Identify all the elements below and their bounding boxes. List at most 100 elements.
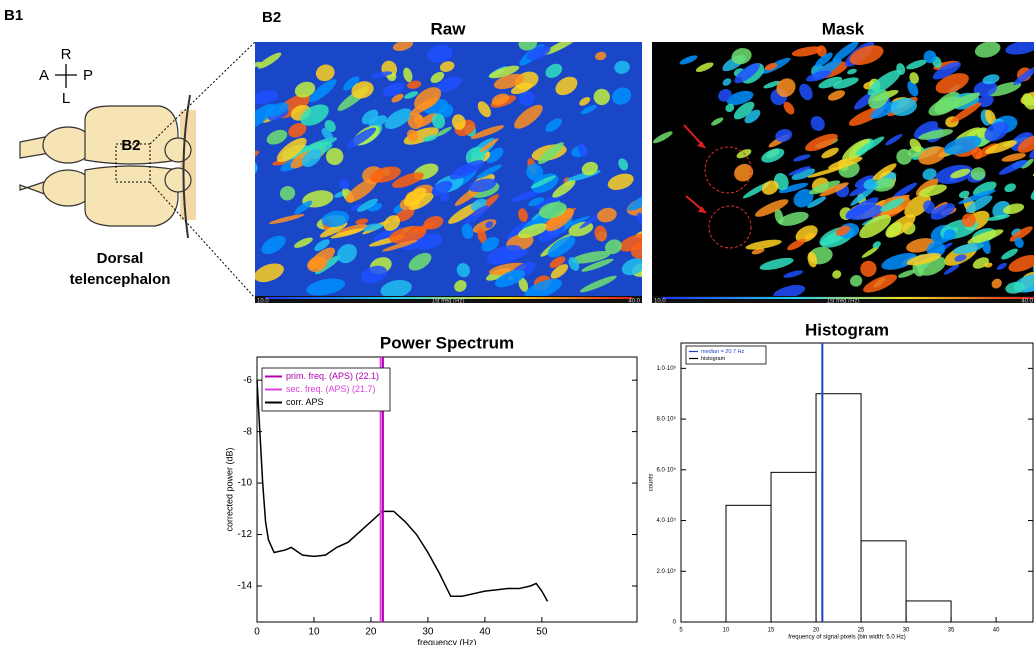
texture-blob (759, 257, 794, 271)
texture-blob (423, 216, 444, 230)
histogram-bar (905, 600, 952, 623)
orient-l: L (62, 90, 70, 107)
orient-r: R (61, 46, 72, 63)
texture-blob (581, 258, 614, 272)
texture-blob (257, 52, 282, 69)
texture-blob (530, 175, 556, 189)
colorbar-bg (255, 296, 642, 303)
y-tick-label: -12 (238, 529, 253, 540)
texture-blob (950, 168, 971, 179)
texture-blob (695, 62, 714, 73)
x-axis-label: frequency of signal pixels (bin width: 5… (788, 635, 905, 641)
texture-blob (763, 80, 781, 89)
x-tick-label: 30 (903, 628, 910, 634)
texture-blob (1013, 65, 1034, 86)
texture-blob (255, 263, 284, 283)
orient-p: P (83, 67, 93, 84)
texture-blob (215, 46, 249, 78)
y-tick-label: 4.0·10⁵ (657, 517, 677, 524)
texture-blob (180, 48, 214, 73)
texture-blob (859, 214, 892, 239)
texture-blob (849, 45, 884, 66)
texture-blob (764, 62, 778, 71)
texture-blob (408, 252, 432, 271)
texture-blob (909, 72, 919, 84)
legend-label: prim. freq. (APS) (22.1) (286, 371, 379, 381)
legend-label: median = 20.7 Hz (701, 349, 745, 355)
texture-blob (621, 258, 642, 276)
texture-blob (821, 147, 839, 159)
texture-blob (538, 142, 564, 165)
annotations (683, 124, 752, 249)
texture-blob (518, 208, 528, 222)
texture-blob (524, 279, 563, 296)
texture-blob (514, 104, 543, 129)
texture-blob (783, 270, 804, 278)
texture-blob (343, 76, 360, 91)
texture-blob (984, 121, 1009, 142)
x-tick-label: 25 (858, 628, 865, 634)
brain-drawing (19, 94, 196, 239)
texture-blob (711, 117, 724, 126)
texture-blob (652, 131, 673, 144)
texture-blob (918, 184, 947, 197)
texture-blob (731, 48, 752, 65)
texture-blob (430, 71, 445, 84)
texture-blob (885, 134, 903, 146)
histogram-bar (815, 393, 862, 623)
texture-blob (491, 249, 528, 264)
texture-blob (301, 149, 322, 167)
caption: telencephalon (70, 271, 171, 288)
texture-blob (526, 163, 544, 181)
texture-blob (547, 236, 576, 258)
texture-blob (321, 128, 334, 142)
texture-blob (337, 243, 357, 264)
texture-blob (1017, 135, 1034, 153)
texture-blob (807, 196, 827, 208)
colorbar-label: 1st freq (Hz) (826, 299, 859, 305)
texture-blob (718, 89, 732, 102)
texture-blob (210, 105, 233, 128)
x-tick-label: 15 (768, 628, 775, 634)
x-tick-label: 50 (536, 627, 548, 638)
texture-blob (339, 178, 350, 190)
texture-blob (791, 168, 816, 180)
texture-blob (725, 103, 735, 113)
texture-blob (476, 164, 502, 179)
texture-blob (345, 178, 378, 203)
texture-blob (783, 101, 795, 115)
legend-label: histogram (701, 356, 726, 362)
chart-title: Histogram (805, 320, 889, 339)
texture-blob (543, 42, 579, 56)
texture-blob (872, 241, 881, 249)
texture-blob (984, 262, 993, 268)
x-tick-label: 10 (308, 627, 320, 638)
texture-blob (795, 225, 818, 243)
histogram-bar (860, 540, 907, 623)
texture-blob (1005, 42, 1034, 55)
texture-blob (526, 45, 551, 60)
texture-blob (627, 190, 642, 211)
texture-blob (403, 187, 427, 207)
orientation-cross (55, 64, 77, 88)
texture-blob (842, 138, 871, 162)
texture-blob (872, 163, 897, 181)
texture-blob (799, 83, 813, 101)
texture-blob (597, 207, 617, 223)
y-tick-label: -14 (238, 581, 253, 592)
panel-label: B1 (4, 7, 23, 24)
texture-blob (943, 264, 960, 275)
texture-blob (571, 251, 611, 264)
texture-blob (744, 109, 761, 124)
texture-blob (593, 88, 610, 106)
texture-blob (734, 63, 760, 84)
texture-blob (775, 129, 793, 143)
x-tick-label: 35 (948, 628, 955, 634)
texture-blob (577, 143, 588, 158)
texture-blob (982, 74, 1000, 85)
texture-blob (860, 260, 877, 277)
texture-blob (479, 138, 499, 153)
texture-blob (978, 94, 994, 108)
texture-blob (992, 200, 1011, 219)
texture-blob (432, 113, 446, 129)
